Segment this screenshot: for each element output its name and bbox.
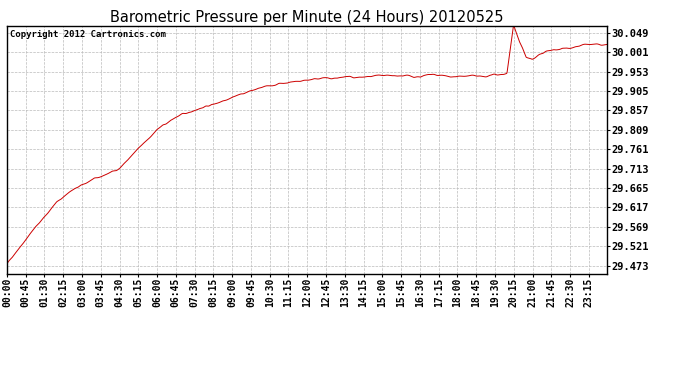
- Title: Barometric Pressure per Minute (24 Hours) 20120525: Barometric Pressure per Minute (24 Hours…: [110, 10, 504, 25]
- Text: Copyright 2012 Cartronics.com: Copyright 2012 Cartronics.com: [10, 30, 166, 39]
